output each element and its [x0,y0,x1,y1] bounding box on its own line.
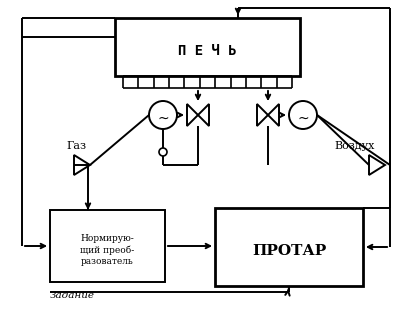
Text: Нормирую-
щий преоб-
разователь: Нормирую- щий преоб- разователь [80,234,135,266]
Text: ПРОТАР: ПРОТАР [252,244,326,258]
Text: П Е Ч Ь: П Е Ч Ь [178,44,237,58]
Bar [115,18,300,76]
Text: Воздух: Воздух [335,141,375,151]
Text: Газ: Газ [66,141,86,151]
Bar [50,210,165,282]
Text: ~: ~ [157,112,169,126]
Bar [215,208,363,286]
Text: ~: ~ [297,112,309,126]
Text: Задание: Задание [50,291,95,300]
